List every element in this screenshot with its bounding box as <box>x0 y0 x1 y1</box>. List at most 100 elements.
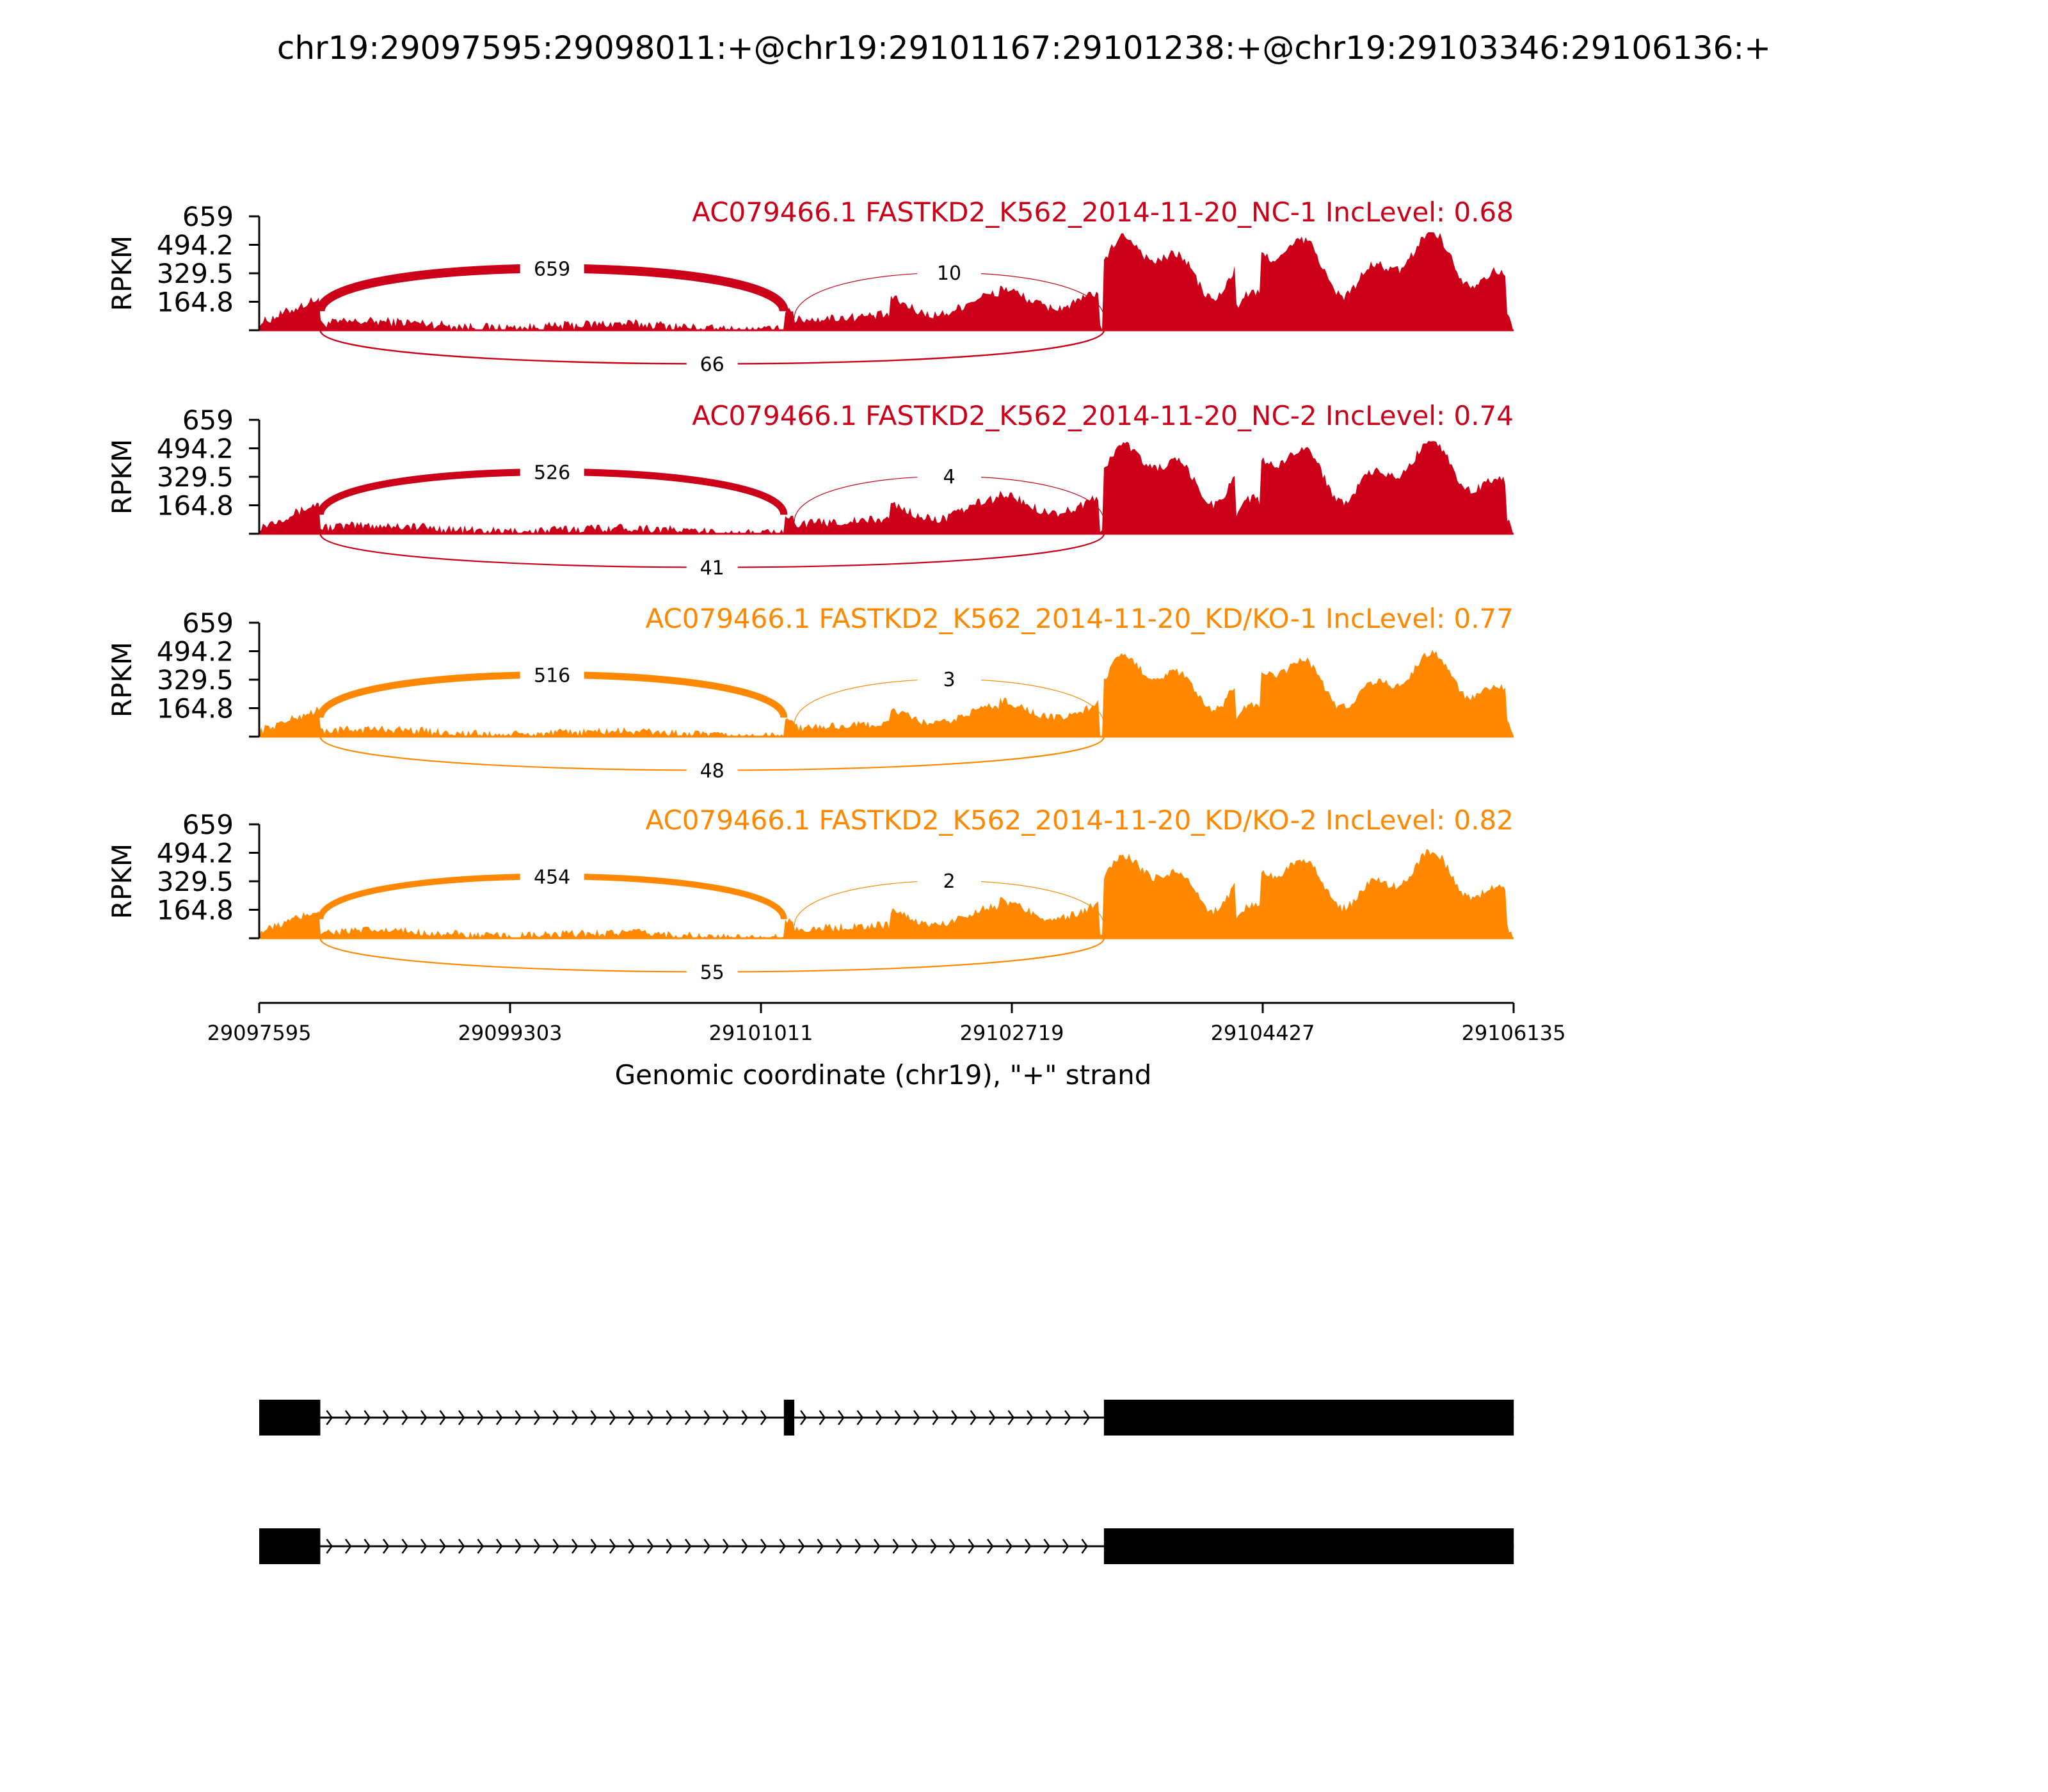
junction-exon2-exon3-count: 4 <box>943 466 955 488</box>
y-axis-label: RPKM <box>106 236 138 311</box>
strand-chevron <box>703 1539 711 1554</box>
coverage-area <box>259 650 1514 737</box>
strand-chevron <box>646 1539 654 1554</box>
junction-exon2-exon3-count: 10 <box>937 262 961 285</box>
strand-chevron <box>1062 1539 1069 1554</box>
strand-chevron <box>364 1539 371 1554</box>
strand-chevron <box>495 1410 503 1425</box>
junction-exon1-exon2-count: 526 <box>534 461 570 484</box>
strand-chevron <box>515 1410 522 1425</box>
strand-chevron <box>1043 1539 1051 1554</box>
strand-chevron <box>873 1539 881 1554</box>
strand-chevron <box>344 1539 352 1554</box>
strand-chevron <box>666 1539 673 1554</box>
strand-chevron <box>876 1410 883 1425</box>
strand-chevron <box>948 1539 956 1554</box>
strand-chevron <box>894 1410 902 1425</box>
strand-chevron <box>1024 1539 1032 1554</box>
junction-exon2-exon3-count: 3 <box>943 669 955 691</box>
junction-exon1-exon3-count: 66 <box>700 354 724 376</box>
junction-exon1-exon2-count: 454 <box>534 866 570 888</box>
strand-chevron <box>892 1539 900 1554</box>
junction-exon1-exon2-count: 659 <box>534 258 570 280</box>
strand-chevron <box>326 1539 333 1554</box>
sample-label: AC079466.1 FASTKD2_K562_2014-11-20_NC-1 … <box>692 196 1514 228</box>
junction-exon1-exon2-label-bg <box>520 862 584 891</box>
y-tick-label: 494.2 <box>157 838 234 869</box>
strand-chevron <box>401 1539 409 1554</box>
strand-chevron <box>495 1539 503 1554</box>
strand-chevron <box>571 1539 579 1554</box>
y-axis-label: RPKM <box>106 844 138 919</box>
junction-exon1-exon3-count: 55 <box>700 962 724 984</box>
y-axis-label: RPKM <box>106 642 138 717</box>
y-tick-label: 329.5 <box>157 258 234 289</box>
strand-chevron <box>515 1539 522 1554</box>
y-tick-label: 494.2 <box>157 636 234 668</box>
strand-chevron <box>420 1539 428 1554</box>
exon-block <box>1103 1400 1514 1436</box>
coverage-area <box>259 849 1514 938</box>
plot-title: chr19:29097595:29098011:+@chr19:29101167… <box>277 29 1771 67</box>
strand-chevron <box>609 1539 616 1554</box>
sample-label: AC079466.1 FASTKD2_K562_2014-11-20_NC-2 … <box>692 400 1514 431</box>
gene-model <box>259 1400 1514 1564</box>
y-tick-label: 329.5 <box>157 461 234 493</box>
strand-chevron <box>666 1410 673 1425</box>
strand-chevron <box>722 1539 730 1554</box>
junction-exon1-exon3-label-bg <box>686 349 738 378</box>
strand-chevron <box>439 1539 447 1554</box>
strand-chevron <box>1045 1410 1053 1425</box>
y-tick-label: 494.2 <box>157 230 234 261</box>
exon-block <box>259 1400 321 1436</box>
junction-exon1-exon3-count: 41 <box>700 557 724 580</box>
strand-chevron <box>1027 1410 1034 1425</box>
strand-chevron <box>458 1539 465 1554</box>
x-tick-label: 29102719 <box>960 1021 1064 1045</box>
strand-chevron <box>533 1410 541 1425</box>
exon-block <box>1103 1528 1514 1564</box>
x-tick-label: 29101011 <box>709 1021 813 1045</box>
junction-exon2-exon3-label-bg <box>917 867 981 895</box>
x-tick-label: 29104427 <box>1211 1021 1315 1045</box>
y-tick-label: 659 <box>182 404 234 436</box>
strand-chevron <box>986 1539 994 1554</box>
junction-exon1-exon2-label-bg <box>520 660 584 689</box>
strand-chevron <box>1081 1539 1089 1554</box>
y-axis-label: RPKM <box>106 439 138 515</box>
y-tick-label: 659 <box>182 809 234 840</box>
y-tick-label: 494.2 <box>157 433 234 465</box>
strand-chevron <box>817 1539 824 1554</box>
x-axis: 29097595 29099303 29101011 29102719 29104427… <box>207 1002 1566 1045</box>
strand-chevron <box>552 1410 560 1425</box>
strand-chevron <box>571 1410 579 1425</box>
strand-chevron <box>838 1410 845 1425</box>
strand-chevron <box>401 1410 409 1425</box>
strand-chevron <box>439 1410 447 1425</box>
junction-exon1-exon3-label-bg <box>686 553 738 582</box>
strand-chevron <box>800 1410 807 1425</box>
x-tick-label: 29106135 <box>1462 1021 1566 1045</box>
junction-exon1-exon3-label-bg <box>686 957 738 986</box>
strand-chevron <box>1005 1539 1013 1554</box>
y-tick-label: 659 <box>182 201 234 232</box>
strand-chevron <box>552 1539 560 1554</box>
sample-label: AC079466.1 FASTKD2_K562_2014-11-20_KD/KO… <box>645 804 1514 836</box>
strand-chevron <box>458 1410 465 1425</box>
strand-chevron <box>856 1410 864 1425</box>
y-tick-label: 659 <box>182 607 234 639</box>
strand-chevron <box>533 1539 541 1554</box>
strand-chevron <box>590 1539 598 1554</box>
strand-chevron <box>628 1410 636 1425</box>
strand-chevron <box>420 1410 428 1425</box>
strand-chevron <box>932 1410 940 1425</box>
junction-exon1-exon2-label-bg <box>520 254 584 283</box>
junction-exon1-exon2-label-bg <box>520 458 584 486</box>
strand-chevron <box>382 1410 390 1425</box>
strand-chevron <box>628 1539 636 1554</box>
